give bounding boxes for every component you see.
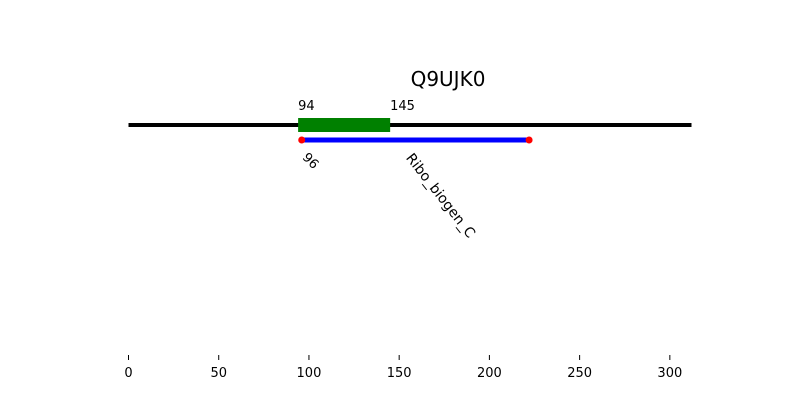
x-axis-tick-label: 200 (477, 366, 502, 381)
x-axis-tick-label: 50 (210, 366, 227, 381)
x-axis-tick-label: 150 (387, 366, 412, 381)
x-axis-tick-label: 100 (297, 366, 322, 381)
x-axis-tick-label: 300 (657, 366, 682, 381)
domain-name-label: Ribo_biogen_C (402, 151, 478, 242)
x-axis: 0 50 100 150 200 250 300 (124, 355, 682, 381)
chart-title: Q9UJK0 (411, 67, 486, 91)
domain-end-point (525, 136, 533, 144)
region-bar (298, 118, 391, 132)
x-axis-tick-label: 250 (567, 366, 592, 381)
region-end-label: 145 (390, 99, 415, 114)
region-start-label: 94 (298, 99, 315, 114)
chart-marks: 94 145 96 Ribo_biogen_C (128, 99, 692, 242)
domain-start-point (298, 136, 306, 144)
x-axis-tick-label: 0 (124, 366, 132, 381)
domain-start-label: 96 (299, 150, 321, 172)
